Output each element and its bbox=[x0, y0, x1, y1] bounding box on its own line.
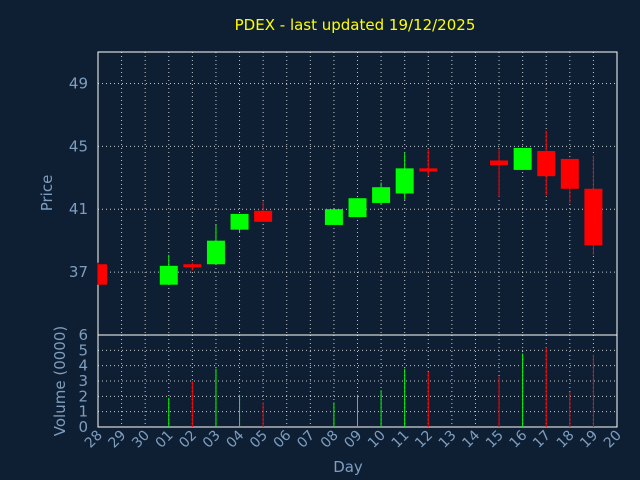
candle-body bbox=[206, 240, 225, 265]
x-tick-label: 11 bbox=[389, 428, 413, 452]
x-tick-label: 10 bbox=[365, 428, 389, 452]
candle-body bbox=[513, 147, 532, 170]
volume-tick-label: 5 bbox=[78, 341, 88, 359]
x-tick-label: 16 bbox=[507, 427, 531, 451]
x-tick-label: 01 bbox=[153, 428, 177, 452]
x-tick-label: 08 bbox=[318, 428, 342, 452]
volume-tick-label: 4 bbox=[78, 357, 88, 375]
x-tick-label: 04 bbox=[223, 427, 247, 451]
candle-body bbox=[372, 187, 391, 203]
x-tick-label: 07 bbox=[294, 428, 318, 452]
volume-tick-label: 3 bbox=[78, 372, 88, 390]
candle-body bbox=[230, 213, 249, 230]
candle-body bbox=[419, 168, 438, 172]
price-tick-label: 49 bbox=[69, 74, 88, 92]
x-tick-label: 03 bbox=[200, 428, 224, 452]
price-candles bbox=[97, 130, 603, 285]
x-tick-label: 12 bbox=[412, 428, 436, 452]
volume-axis-label: Volume (0000) bbox=[51, 326, 69, 436]
candle-body bbox=[159, 265, 178, 285]
x-tick-label: 14 bbox=[459, 427, 483, 451]
volume-bars bbox=[168, 347, 594, 427]
x-tick-label: 05 bbox=[247, 428, 271, 452]
x-tick-label: 20 bbox=[601, 428, 625, 452]
x-tick-label: 13 bbox=[436, 428, 460, 452]
x-tick-label: 18 bbox=[554, 428, 578, 452]
volume-tick-label: 6 bbox=[78, 326, 88, 344]
candle-body bbox=[348, 198, 367, 218]
price-axis-label: Price bbox=[38, 175, 56, 212]
volume-tick-label: 1 bbox=[78, 403, 88, 421]
candle-body bbox=[560, 158, 579, 189]
candle-body bbox=[183, 264, 202, 268]
x-tick-label: 06 bbox=[271, 427, 295, 451]
candle-body bbox=[395, 168, 414, 194]
volume-tick-label: 0 bbox=[78, 418, 88, 436]
candle-body bbox=[324, 209, 343, 225]
price-tick-label: 41 bbox=[69, 200, 88, 218]
x-tick-label: 02 bbox=[176, 428, 200, 452]
x-tick-label: 17 bbox=[530, 428, 554, 452]
x-tick-label: 29 bbox=[105, 428, 129, 452]
chart-title: PDEX - last updated 19/12/2025 bbox=[235, 16, 476, 34]
candle-body bbox=[584, 188, 603, 246]
candle-body bbox=[537, 151, 556, 177]
x-tick-label: 15 bbox=[483, 428, 507, 452]
x-tick-label: 30 bbox=[129, 428, 153, 452]
price-tick-label: 37 bbox=[69, 263, 88, 281]
x-tick-label: 09 bbox=[341, 428, 365, 452]
candle-body bbox=[98, 264, 107, 285]
candle-body bbox=[490, 160, 509, 166]
x-axis-label: Day bbox=[333, 458, 363, 476]
price-tick-label: 45 bbox=[69, 137, 88, 155]
candle-body bbox=[254, 210, 273, 222]
x-tick-label: 19 bbox=[577, 428, 601, 452]
volume-tick-label: 2 bbox=[78, 387, 88, 405]
price-panel bbox=[97, 51, 618, 336]
